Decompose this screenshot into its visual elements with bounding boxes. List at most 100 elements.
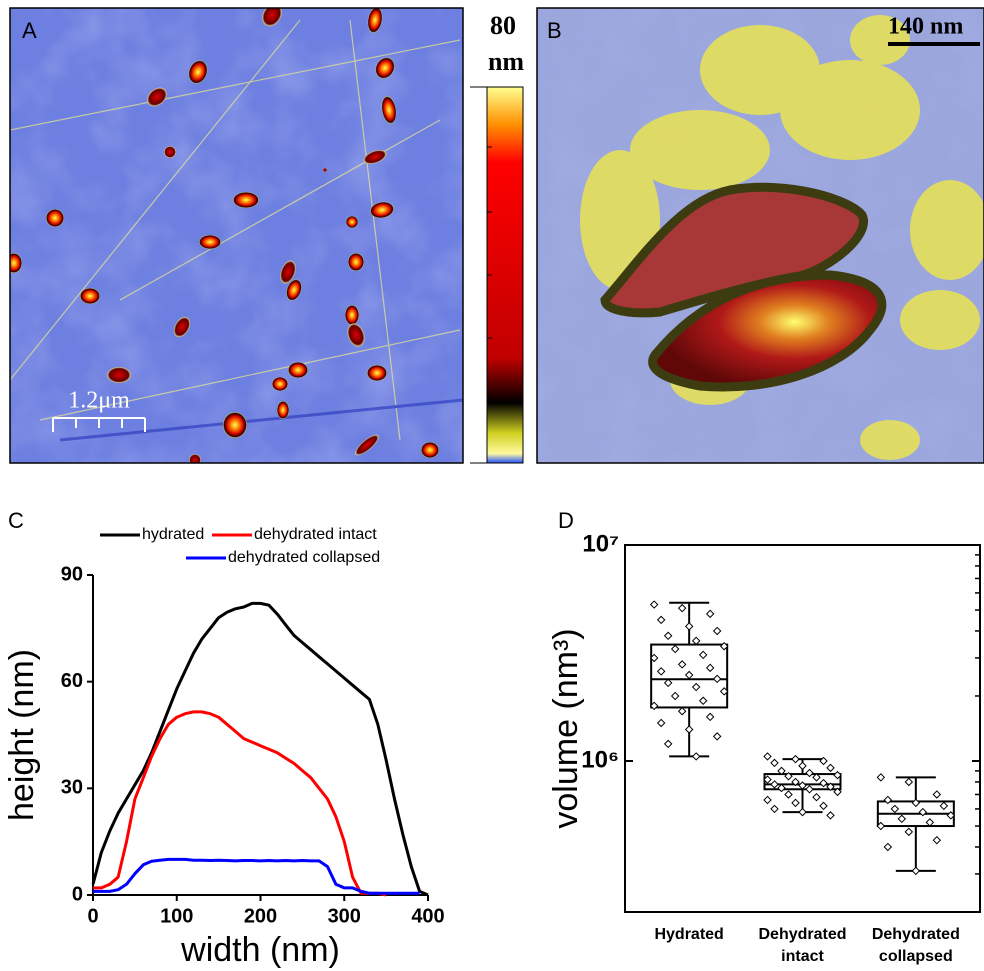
- data-point: [712, 626, 722, 636]
- data-point: [770, 780, 779, 789]
- particle: [421, 442, 439, 458]
- y-tick-label: 60: [61, 670, 83, 692]
- particle: [363, 150, 387, 164]
- legend-label: dehydrated collapsed: [228, 549, 380, 566]
- line-series: [91, 601, 429, 897]
- panel-label: C: [8, 508, 24, 533]
- data-point: [883, 842, 893, 852]
- particle: [188, 60, 208, 84]
- data-point: [684, 725, 694, 734]
- particle: [367, 8, 383, 33]
- data-point: [946, 811, 956, 820]
- data-point: [833, 787, 842, 797]
- y-axis-label: volume (nm³): [547, 628, 585, 828]
- data-point: [691, 752, 701, 761]
- data-point: [932, 835, 942, 845]
- data-point: [812, 773, 821, 782]
- panel-label: B: [547, 18, 562, 43]
- data-point: [684, 670, 694, 680]
- data-point: [876, 773, 886, 782]
- data-point: [784, 790, 793, 799]
- plot-frame: [624, 544, 981, 913]
- particle: [375, 57, 395, 79]
- data-point: [904, 827, 914, 837]
- data-point: [712, 732, 722, 741]
- data-point: [904, 777, 914, 787]
- x-tick-label: Dehydrated intact: [758, 926, 847, 965]
- data-point: [712, 674, 722, 684]
- data-point: [670, 644, 680, 654]
- data-point: [819, 778, 828, 788]
- particle: [323, 168, 327, 172]
- particle: [355, 434, 379, 456]
- data-point: [698, 696, 708, 706]
- data-point: [890, 804, 900, 814]
- data-point: [719, 687, 729, 696]
- particle: [173, 316, 191, 338]
- data-point: [777, 766, 786, 776]
- data-point: [791, 754, 800, 764]
- data-point: [705, 712, 715, 722]
- particle: [347, 323, 365, 347]
- data-point: [670, 691, 680, 701]
- data-point: [819, 801, 828, 811]
- data-point: [677, 660, 687, 669]
- data-point: [663, 631, 673, 641]
- data-point: [770, 758, 779, 768]
- particle: [280, 260, 296, 284]
- particle: [107, 367, 131, 383]
- y-tick-label: 0: [72, 883, 83, 905]
- data-point: [798, 807, 807, 817]
- colorbar-max: 80: [490, 11, 516, 40]
- x-tick-label: 300: [328, 905, 361, 927]
- particle: [164, 146, 176, 158]
- data-point: [770, 804, 779, 814]
- scale-bar-label: 1.2μm: [68, 388, 130, 414]
- box: [650, 643, 729, 709]
- scale-bar-label: 140 nm: [888, 14, 963, 40]
- particle: [346, 216, 358, 228]
- panel-label: D: [558, 508, 574, 533]
- y-tick-label: 90: [61, 563, 83, 585]
- data-point: [911, 798, 921, 808]
- data-point: [719, 641, 729, 651]
- data-point: [656, 667, 666, 676]
- x-tick-label: 100: [160, 905, 193, 927]
- data-point: [777, 783, 786, 793]
- data-point: [698, 650, 708, 660]
- colorbar-ticks: [470, 86, 492, 464]
- data-point: [649, 701, 659, 711]
- x-tick-label: 200: [244, 905, 277, 927]
- particle: [189, 454, 201, 463]
- data-point: [826, 763, 835, 773]
- particle: [277, 401, 289, 419]
- data-point: [763, 795, 772, 805]
- particle: [367, 365, 387, 381]
- x-axis-label: width (nm): [180, 931, 340, 969]
- data-point: [684, 622, 694, 631]
- particle: [381, 96, 397, 124]
- particle: [370, 201, 394, 219]
- particle: [46, 209, 64, 227]
- data-point: [691, 682, 701, 692]
- data-point: [897, 814, 907, 824]
- data-point: [812, 792, 821, 802]
- afm-image-b: [537, 8, 984, 463]
- data-point: [805, 785, 814, 794]
- data-point: [677, 603, 687, 613]
- y-axis-label: height (nm): [3, 649, 41, 821]
- data-point: [791, 777, 800, 787]
- data-point: [798, 761, 807, 771]
- particle: [345, 305, 359, 325]
- x-tick-label: 0: [87, 905, 98, 927]
- data-point: [656, 718, 666, 728]
- data-point: [705, 663, 715, 673]
- data-point: [876, 821, 886, 831]
- panel-label: A: [22, 18, 37, 43]
- data-point: [826, 811, 835, 820]
- data-point: [649, 653, 659, 663]
- data-point: [819, 756, 828, 766]
- particle: [223, 412, 247, 438]
- x-tick-label: 400: [411, 905, 444, 927]
